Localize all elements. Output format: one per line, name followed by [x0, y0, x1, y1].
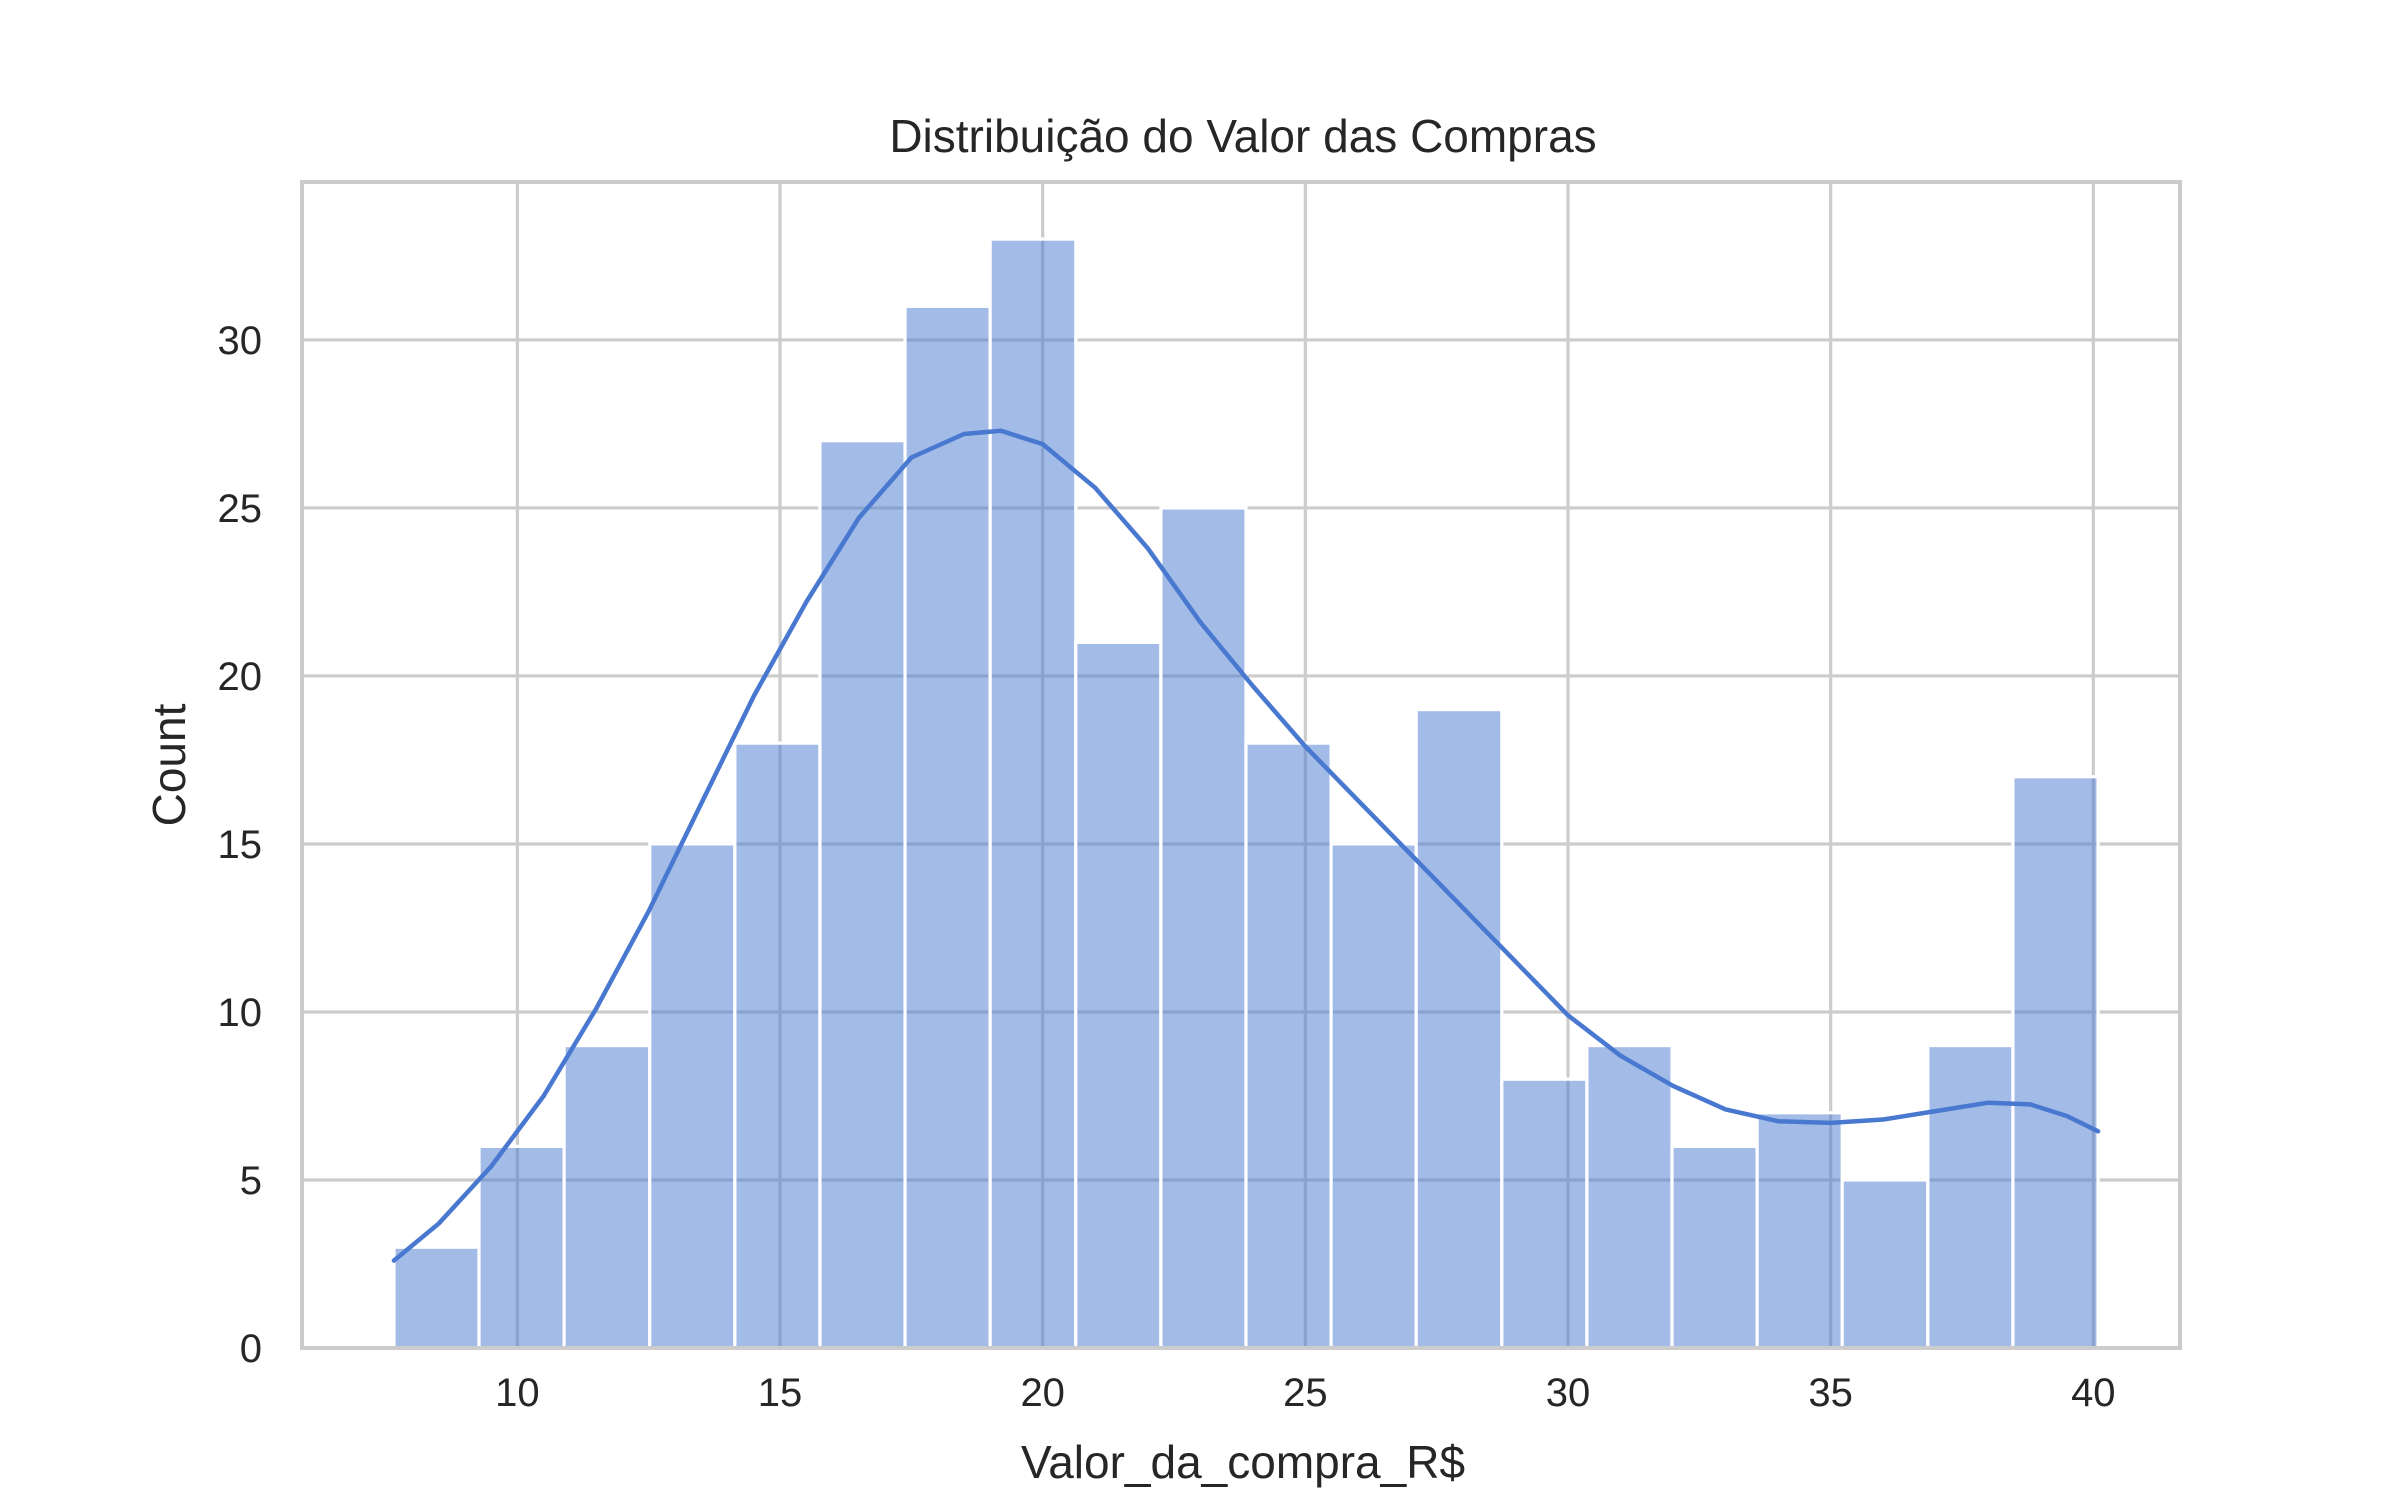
tick-labels: 10 15 20 25 30 35 40 0 5 10 15 20 25 30	[218, 319, 2116, 1415]
kde-curve	[391, 428, 2101, 1263]
plot-frame	[300, 180, 2182, 1350]
y-tick-label-15: 15	[218, 823, 263, 867]
histogram-bar-2	[477, 1144, 566, 1350]
histogram-bar-18	[1840, 1178, 1930, 1350]
y-axis-label: Count	[143, 703, 195, 826]
y-tick-label-30: 30	[218, 319, 263, 363]
y-tick-label-10: 10	[218, 991, 263, 1035]
histogram-bar-11	[1244, 741, 1333, 1350]
y-tick-label-20: 20	[218, 655, 263, 699]
histogram-bar-1	[392, 1245, 481, 1350]
y-tick-label-25: 25	[218, 487, 263, 531]
histogram-bar-7	[903, 304, 992, 1350]
histogram-bar-9	[1074, 640, 1163, 1350]
histogram-bar-8	[988, 237, 1078, 1350]
x-tick-label-25: 25	[1283, 1371, 1328, 1415]
histogram-bar-5	[733, 741, 822, 1350]
histogram-bar-20	[2011, 775, 2100, 1350]
x-tick-label-35: 35	[1808, 1371, 1853, 1415]
x-tick-label-40: 40	[2071, 1371, 2116, 1415]
histogram-bar-4	[648, 842, 737, 1350]
chart-title: Distribuição do Valor das Compras	[889, 110, 1596, 162]
histogram-bar-3	[562, 1043, 652, 1350]
x-axis-label: Valor_da_compra_R$	[1021, 1436, 1465, 1488]
x-tick-label-10: 10	[495, 1371, 540, 1415]
histogram-bar-13	[1414, 707, 1504, 1350]
x-tick-label-20: 20	[1020, 1371, 1065, 1415]
histogram-bar-16	[1670, 1144, 1759, 1350]
x-tick-label-30: 30	[1546, 1371, 1591, 1415]
histogram-bar-10	[1159, 506, 1248, 1350]
x-tick-label-15: 15	[758, 1371, 803, 1415]
histogram-bar-12	[1329, 842, 1418, 1350]
histogram-bar-17	[1755, 1111, 1844, 1350]
histogram-bars	[392, 237, 2100, 1350]
y-tick-label-5: 5	[240, 1159, 262, 1203]
histogram-bar-19	[1926, 1043, 2015, 1350]
histogram-bar-14	[1500, 1077, 1589, 1350]
histogram-bar-6	[818, 439, 907, 1350]
y-tick-label-0: 0	[240, 1327, 262, 1371]
histogram-bar-15	[1585, 1043, 1674, 1350]
